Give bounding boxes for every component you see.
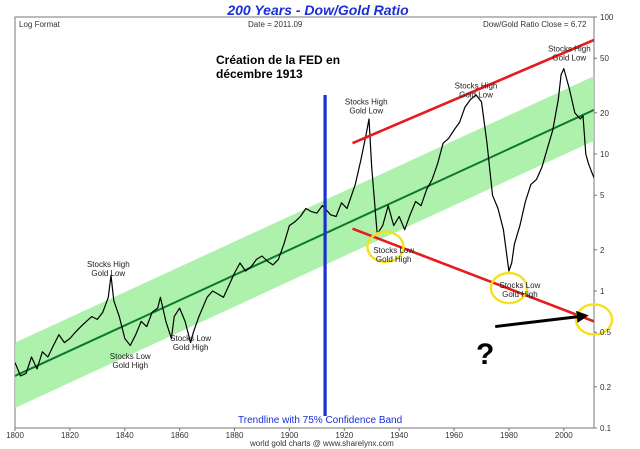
annotation-line: Gold High — [112, 361, 148, 370]
y-tick-label: 1 — [600, 287, 605, 296]
annotation-line: Gold Low — [459, 91, 493, 100]
annotation-line: Stocks High — [87, 260, 130, 269]
annotation-line: Gold Low — [349, 106, 383, 115]
stocks-gold-annotation: Stocks High Gold Low — [455, 82, 498, 100]
y-tick-label: 5 — [600, 191, 605, 200]
x-tick-label: 1820 — [61, 431, 79, 440]
question-mark: ? — [476, 338, 494, 371]
annotation-line: Gold Low — [552, 53, 586, 62]
annotation-line: Gold High — [173, 343, 209, 352]
y-tick-label: 0.5 — [600, 328, 612, 337]
stocks-gold-annotation: Stocks Low Gold High — [110, 352, 151, 370]
x-tick-label: 1900 — [281, 431, 299, 440]
annotation-line: Stocks Low — [373, 246, 414, 255]
fed-annotation-line-2: décembre 1913 — [216, 67, 303, 81]
stocks-gold-annotation: Stocks High Gold Low — [87, 260, 130, 278]
arrow-head — [576, 310, 589, 323]
fed-annotation: Création de la FED en décembre 1913 — [216, 53, 343, 81]
x-tick-label: 1940 — [390, 431, 408, 440]
y-tick-label: 0.1 — [600, 424, 612, 433]
chart-title: 200 Years - Dow/Gold Ratio — [226, 2, 409, 18]
trendline — [15, 108, 594, 377]
y-tick-label: 0.2 — [600, 383, 612, 392]
x-tick-label: 1840 — [116, 431, 134, 440]
y-tick-label: 50 — [600, 54, 609, 63]
upper-resistance-line — [352, 38, 594, 145]
lower-support-line — [352, 227, 594, 323]
annotation-line: Stocks Low — [110, 352, 151, 361]
x-tick-label: 1920 — [335, 431, 353, 440]
stocks-gold-annotation: Stocks Low Gold High — [499, 281, 540, 299]
stocks-gold-annotation: Stocks Low Gold High — [170, 334, 211, 352]
highlight-circle — [489, 271, 529, 305]
x-tick-label: 1860 — [171, 431, 189, 440]
x-tick-label: 2000 — [555, 431, 573, 440]
annotation-line: Gold High — [502, 290, 538, 299]
x-tick-label: 1800 — [6, 431, 24, 440]
fed-annotation-line-1: Création de la FED en — [216, 53, 340, 67]
log-format-label: Log Format — [19, 20, 61, 29]
arrow-shaft — [495, 314, 586, 329]
annotation-line: Stocks High — [548, 44, 591, 53]
x-tick-label: 1880 — [226, 431, 244, 440]
x-tick-label: 1960 — [445, 431, 463, 440]
ratio-close-label: Dow/Gold Ratio Close = 6.72 — [483, 20, 587, 29]
y-tick-label: 100 — [600, 13, 614, 22]
annotation-line: Gold Low — [91, 269, 125, 278]
dow-gold-ratio-line — [15, 67, 594, 377]
annotation-line: Gold High — [376, 255, 412, 264]
stocks-gold-annotation: Stocks High Gold Low — [345, 97, 388, 115]
date-label: Date = 2011.09 — [248, 20, 303, 29]
stocks-gold-annotation: Stocks Low Gold High — [373, 246, 414, 264]
highlight-circle — [574, 303, 614, 336]
x-tick-label: 1980 — [500, 431, 518, 440]
y-tick-label: 20 — [600, 109, 609, 118]
annotation-line: Stocks Low — [499, 281, 540, 290]
y-tick-label: 10 — [600, 150, 609, 159]
y-tick-label: 2 — [600, 246, 605, 255]
highlight-circle — [366, 230, 405, 264]
annotation-line: Stocks High — [455, 82, 498, 91]
annotation-line: Stocks Low — [170, 334, 211, 343]
source-credit: world gold charts @ www.sharelynx.com — [249, 439, 394, 448]
annotation-line: Stocks High — [345, 97, 388, 106]
stocks-gold-annotation: Stocks High Gold Low — [548, 44, 591, 62]
confidence-band-caption: Trendline with 75% Confidence Band — [238, 415, 402, 426]
